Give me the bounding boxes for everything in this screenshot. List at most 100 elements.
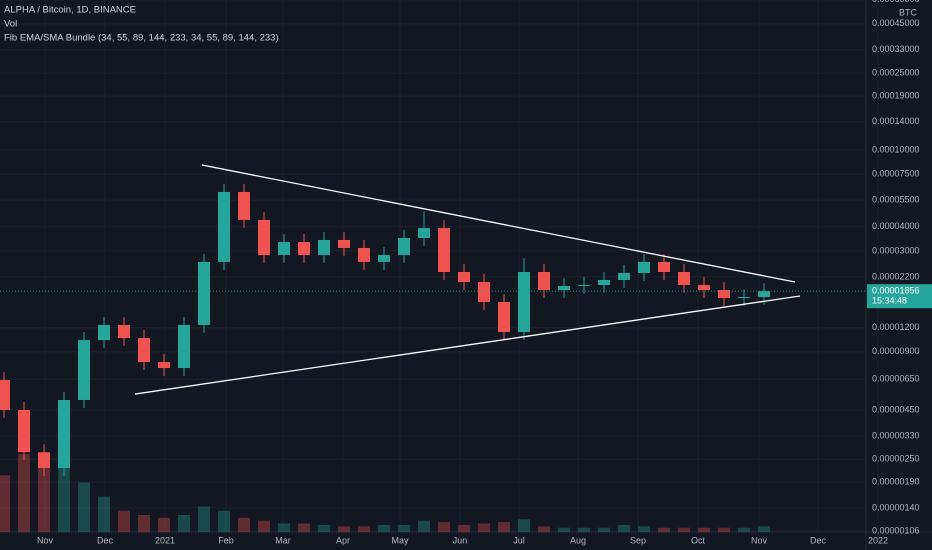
candle-body xyxy=(518,271,530,333)
volume-bar xyxy=(458,524,470,532)
volume-bar xyxy=(658,527,670,532)
volume-bar xyxy=(338,526,350,532)
candle-body xyxy=(758,291,770,298)
candle-body xyxy=(298,242,310,256)
y-tick-label: 0.00005500 xyxy=(872,194,920,204)
last-price-label: 0.00001856 xyxy=(872,286,920,296)
candle-body xyxy=(398,237,410,256)
y-tick-label: 0.00000900 xyxy=(872,346,920,356)
candle-body xyxy=(198,261,210,325)
volume-bar xyxy=(558,527,570,532)
trendline xyxy=(201,164,796,283)
x-tick-label: Dec xyxy=(810,535,827,545)
y-tick-label: 0.00001200 xyxy=(872,322,920,332)
grid xyxy=(0,0,879,532)
volume-bar xyxy=(138,515,150,532)
candle-body xyxy=(218,191,230,262)
last-price-box xyxy=(867,284,932,309)
volume-bar xyxy=(318,524,330,532)
volume-bar xyxy=(418,520,430,532)
candle-body xyxy=(638,261,650,274)
volume-bar xyxy=(398,524,410,532)
volume-bar xyxy=(358,526,370,532)
candle-body xyxy=(558,286,570,291)
candle-body xyxy=(378,255,390,262)
candle-body xyxy=(618,273,630,280)
candle-body xyxy=(0,380,10,410)
candle-body xyxy=(478,282,490,303)
candle-body xyxy=(598,279,610,285)
x-tick-label: Jul xyxy=(513,535,525,545)
volume-bar xyxy=(38,468,50,532)
volume-bar xyxy=(438,522,450,532)
volume-bar xyxy=(258,520,270,532)
candle-body xyxy=(178,324,190,369)
volume-bar xyxy=(718,527,730,532)
volume-bar xyxy=(478,523,490,532)
volume-bar xyxy=(198,506,210,532)
candle-body xyxy=(58,399,70,469)
candle-body xyxy=(138,338,150,363)
candles xyxy=(0,164,801,476)
candle-body xyxy=(338,239,350,248)
y-tick-label: 0.00003000 xyxy=(872,245,920,255)
volume-bar xyxy=(58,447,70,532)
volume-bar xyxy=(538,526,550,532)
x-tick-label: 2022 xyxy=(868,535,888,545)
volume-bar xyxy=(78,482,90,532)
x-tick-label: Mar xyxy=(275,535,291,545)
indicator-label: Fib EMA/SMA Bundle (34, 55, 89, 144, 233… xyxy=(4,33,279,44)
candle-body xyxy=(718,290,730,298)
volume-bar xyxy=(638,526,650,532)
volume-bar xyxy=(18,454,30,532)
candle-body xyxy=(278,242,290,256)
volume-bar xyxy=(118,510,130,532)
candle-body xyxy=(458,271,470,283)
y-tick-label: 0.00007500 xyxy=(872,168,920,178)
volume-bar xyxy=(278,523,290,532)
volume-bar xyxy=(218,510,230,532)
candle-body xyxy=(698,284,710,291)
x-tick-label: Nov xyxy=(751,535,768,545)
trendline xyxy=(134,295,801,395)
volume-bar xyxy=(178,515,190,532)
volume-bar xyxy=(98,496,110,532)
x-tick-label: Apr xyxy=(336,535,350,545)
candle-body xyxy=(318,239,330,256)
y-tick-label: 0.00025000 xyxy=(872,68,920,78)
x-tick-label: Oct xyxy=(691,535,706,545)
volume-bar xyxy=(298,523,310,532)
x-tick-label: Nov xyxy=(37,535,54,545)
volume-bar xyxy=(0,475,10,532)
volume-bar xyxy=(758,526,770,532)
candle-body xyxy=(238,191,250,220)
candle-body xyxy=(738,297,750,299)
y-tick-label: 0.00000330 xyxy=(872,430,920,440)
y-tick-label: 0.00033000 xyxy=(872,44,920,54)
volume-bar xyxy=(618,524,630,532)
y-tick-label: 0.00010000 xyxy=(872,144,920,154)
candle-body xyxy=(18,409,30,453)
y-tick-label: 0.00060000 xyxy=(872,0,920,4)
chart-title: ALPHA / Bitcoin, 1D, BINANCE xyxy=(4,5,136,16)
y-tick-label: 0.00000450 xyxy=(872,404,920,414)
candle-body xyxy=(118,324,130,339)
volume xyxy=(0,447,770,532)
y-tick-label: 0.00004000 xyxy=(872,221,920,231)
y-tick-label: 0.00000140 xyxy=(872,502,920,512)
x-tick-label: Dec xyxy=(97,535,114,545)
x-tick-label: Aug xyxy=(570,535,586,545)
x-tick-label: Feb xyxy=(218,535,234,545)
volume-bar xyxy=(698,527,710,532)
volume-bar xyxy=(738,527,750,532)
candle-body xyxy=(78,340,90,400)
candle-body xyxy=(358,247,370,262)
y-tick-label: 0.00000650 xyxy=(872,374,920,384)
x-tick-label: Jun xyxy=(453,535,468,545)
volume-bar xyxy=(598,527,610,532)
volume-bar xyxy=(518,519,530,532)
x-tick-label: 2021 xyxy=(155,535,175,545)
candle-body xyxy=(98,324,110,341)
candle-body xyxy=(258,219,270,256)
volume-bar xyxy=(158,517,170,532)
